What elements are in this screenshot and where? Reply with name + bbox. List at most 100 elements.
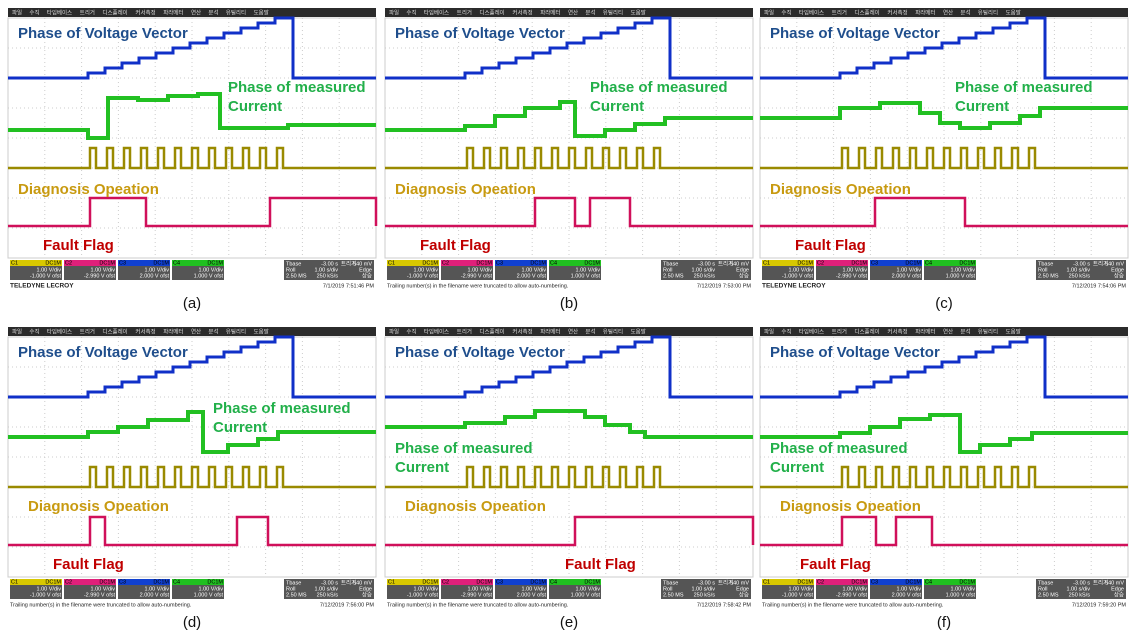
timebase-value: 250 kS/s — [694, 273, 716, 279]
menu-item: 디스플레이 — [854, 8, 879, 16]
footer-note: Trailing number(s) in the filename were … — [387, 283, 569, 289]
diagnosis-label: Diagnosis Opeation — [18, 181, 159, 198]
menu-item: 트리거 — [832, 327, 847, 335]
menu-item: 유틸리티 — [978, 327, 998, 335]
voltage-label: Phase of Voltage Vector — [18, 25, 188, 42]
channel-coupling: DC1M — [851, 579, 867, 585]
trigger-value: 상승 — [362, 590, 372, 598]
menu-item: 파라메터 — [540, 8, 560, 16]
menu-item: 타임베이스 — [47, 327, 72, 335]
channel-coupling: DC1M — [797, 260, 813, 266]
current-label: Current — [213, 419, 267, 436]
diagnosis-label: Diagnosis Opeation — [770, 181, 911, 198]
channel-offset: -2.990 V ofst — [84, 273, 116, 279]
timebase-field: 2.50 MS — [1038, 592, 1059, 598]
channel-offset: 1.000 V ofst — [194, 273, 224, 279]
channel-name: C4 — [173, 579, 180, 585]
timestamp: 7/12/2019 7:58:42 PM — [697, 602, 752, 608]
channel-coupling: DC1M — [584, 260, 600, 266]
caption: (b) — [560, 295, 578, 312]
timebase-value: 250 kS/s — [317, 273, 339, 279]
menu-item: 분석 — [585, 8, 595, 16]
channel-coupling: DC1M — [207, 260, 223, 266]
menu-item: 유틸리티 — [603, 8, 623, 16]
channel-name: C2 — [65, 579, 72, 585]
channel-offset: 1.000 V ofst — [946, 592, 976, 598]
channel-offset: 1.000 V ofst — [571, 592, 601, 598]
channel-name: C1 — [763, 260, 770, 266]
menu-item: 연산 — [943, 327, 953, 335]
current-label: Phase of measured — [213, 400, 351, 417]
channel-coupling: DC1M — [45, 260, 61, 266]
channel-name: C3 — [496, 260, 503, 266]
menu-item: 커서측정 — [512, 8, 532, 16]
trigger-value: 상승 — [739, 271, 749, 279]
timestamp: 7/12/2019 7:56:00 PM — [320, 602, 375, 608]
menu-item: 파라메터 — [540, 327, 560, 335]
fault-label: Fault Flag — [43, 237, 114, 254]
menu-item: 파일 — [389, 327, 399, 335]
menu-item: 트리거 — [80, 327, 95, 335]
channel-offset: -1.000 V ofst — [30, 273, 62, 279]
menu-item: 타임베이스 — [799, 8, 824, 16]
channel-name: C3 — [119, 260, 126, 266]
channel-coupling: DC1M — [422, 579, 438, 585]
fault-label: Fault Flag — [795, 237, 866, 254]
menu-item: 트리거 — [832, 8, 847, 16]
channel-coupling: DC1M — [959, 260, 975, 266]
menu-item: 트리거 — [457, 327, 472, 335]
channel-name: C1 — [11, 579, 18, 585]
current-label: Current — [395, 459, 449, 476]
channel-name: C1 — [763, 579, 770, 585]
menu-item: 파라메터 — [163, 327, 183, 335]
timebase-value: 250 kS/s — [317, 592, 339, 598]
menu-item: 파일 — [764, 327, 774, 335]
menu-item: 연산 — [943, 8, 953, 16]
menu-item: 파일 — [764, 8, 774, 16]
channel-name: C2 — [442, 579, 449, 585]
menu-item: 수직 — [29, 9, 39, 16]
menu-item: 타임베이스 — [424, 8, 449, 16]
menu-item: 타임베이스 — [47, 8, 72, 16]
channel-offset: -1.000 V ofst — [782, 273, 814, 279]
menu-item: 커서측정 — [887, 327, 907, 335]
channel-name: C2 — [65, 260, 72, 266]
diagnosis-label: Diagnosis Opeation — [28, 498, 169, 515]
channel-coupling: DC1M — [851, 260, 867, 266]
current-label: Current — [770, 459, 824, 476]
channel-coupling: DC1M — [207, 579, 223, 585]
channel-name: C1 — [388, 579, 395, 585]
channel-offset: 2.000 V ofst — [140, 273, 170, 279]
caption: (f) — [937, 614, 951, 631]
menu-item: 도움말 — [631, 327, 646, 335]
footer-note: TELEDYNE LECROY — [762, 283, 826, 290]
channel-offset: 1.000 V ofst — [571, 273, 601, 279]
menu-item: 커서측정 — [887, 8, 907, 16]
trigger-value: 상승 — [362, 271, 372, 279]
channel-offset: -2.990 V ofst — [836, 273, 868, 279]
menu-item: 타임베이스 — [799, 327, 824, 335]
channel-coupling: DC1M — [99, 260, 115, 266]
diagnosis-label: Diagnosis Opeation — [780, 498, 921, 515]
channel-offset: -2.990 V ofst — [461, 273, 493, 279]
menu-item: 도움말 — [1006, 8, 1021, 16]
fault-label: Fault Flag — [53, 556, 124, 573]
menu-item: 유틸리티 — [226, 8, 246, 16]
channel-coupling: DC1M — [476, 260, 492, 266]
menu-item: 수직 — [406, 9, 416, 16]
footer-note: Trailing number(s) in the filename were … — [762, 602, 944, 608]
menu-item: 타임베이스 — [424, 327, 449, 335]
channel-coupling: DC1M — [905, 579, 921, 585]
timestamp: 7/12/2019 7:53:00 PM — [697, 283, 752, 289]
menu-item: 도움말 — [1006, 327, 1021, 335]
timebase-field: 2.50 MS — [663, 592, 684, 598]
channel-offset: -1.000 V ofst — [30, 592, 62, 598]
menu-item: 파라메터 — [915, 8, 935, 16]
channel-coupling: DC1M — [153, 260, 169, 266]
channel-coupling: DC1M — [905, 260, 921, 266]
voltage-label: Phase of Voltage Vector — [395, 344, 565, 361]
current-label: Current — [590, 98, 644, 115]
channel-name: C4 — [925, 260, 932, 266]
trigger-value: 상승 — [1114, 590, 1124, 598]
